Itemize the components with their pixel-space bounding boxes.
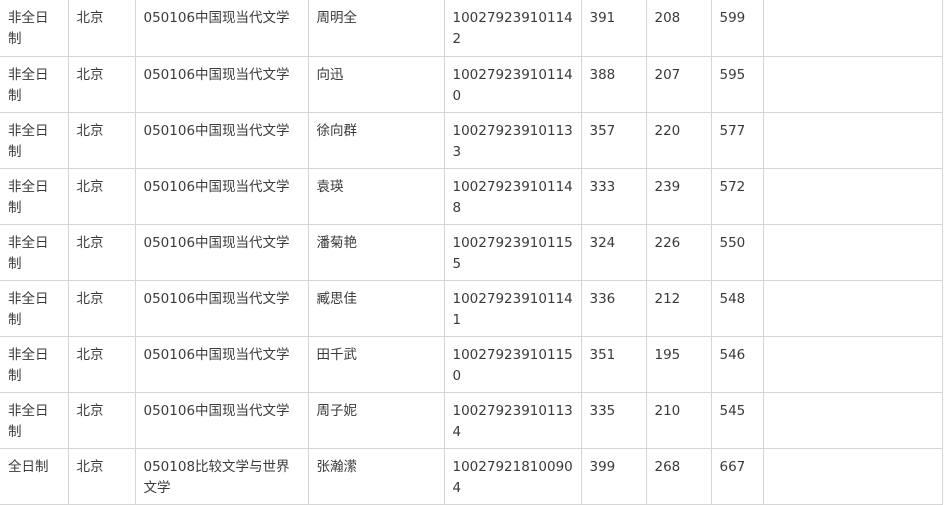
cell-name: 张瀚潆 (307, 447, 445, 505)
cell-note (762, 0, 943, 57)
cell-name: 徐向群 (307, 111, 445, 169)
cell-name: 潘菊艳 (307, 223, 445, 281)
cell-name: 向迅 (307, 55, 445, 113)
cell-note (762, 167, 943, 225)
cell-total-score: 577 (710, 111, 764, 169)
cell-major: 050106中国现当代文学 (134, 391, 309, 449)
cell-exam-id: 100279239101148 (443, 167, 582, 225)
cell-study-mode: 全日制 (0, 447, 69, 505)
cell-total-score: 572 (710, 167, 764, 225)
cell-location: 北京 (67, 391, 136, 449)
cell-exam-id: 100279239101141 (443, 279, 582, 337)
cell-exam-id: 100279239101140 (443, 55, 582, 113)
cell-exam-id: 100279239101133 (443, 111, 582, 169)
table-row: 非全日制 北京 050106中国现当代文学 臧思佳 100279239101141 336… (0, 279, 943, 337)
cell-exam-id: 100279239101134 (443, 391, 582, 449)
cell-location: 北京 (67, 55, 136, 113)
cell-score-b: 268 (645, 447, 712, 505)
cell-exam-id: 100279239101155 (443, 223, 582, 281)
cell-total-score: 595 (710, 55, 764, 113)
cell-score-a: 357 (580, 111, 647, 169)
cell-location: 北京 (67, 279, 136, 337)
cell-score-b: 207 (645, 55, 712, 113)
cell-major: 050108比较文学与世界文学 (134, 447, 309, 505)
cell-score-a: 333 (580, 167, 647, 225)
cell-study-mode: 非全日制 (0, 279, 69, 337)
cell-score-a: 335 (580, 391, 647, 449)
cell-location: 北京 (67, 111, 136, 169)
cell-score-a: 324 (580, 223, 647, 281)
cell-total-score: 546 (710, 335, 764, 393)
cell-score-a: 336 (580, 279, 647, 337)
cell-note (762, 447, 943, 505)
table-row: 非全日制 北京 050106中国现当代文学 潘菊艳 100279239101155 324… (0, 223, 943, 281)
cell-score-b: 220 (645, 111, 712, 169)
cell-score-b: 239 (645, 167, 712, 225)
table-row: 非全日制 北京 050106中国现当代文学 周子妮 100279239101134 335… (0, 391, 943, 449)
cell-score-a: 391 (580, 0, 647, 57)
cell-score-a: 351 (580, 335, 647, 393)
cell-total-score: 599 (710, 0, 764, 57)
cell-exam-id: 100279218100904 (443, 447, 582, 505)
cell-note (762, 111, 943, 169)
cell-study-mode: 非全日制 (0, 111, 69, 169)
cell-major: 050106中国现当代文学 (134, 55, 309, 113)
cell-total-score: 545 (710, 391, 764, 449)
cell-major: 050106中国现当代文学 (134, 111, 309, 169)
cell-name: 周子妮 (307, 391, 445, 449)
cell-score-b: 226 (645, 223, 712, 281)
cell-location: 北京 (67, 0, 136, 57)
cell-score-b: 208 (645, 0, 712, 57)
cell-name: 臧思佳 (307, 279, 445, 337)
cell-major: 050106中国现当代文学 (134, 279, 309, 337)
cell-major: 050106中国现当代文学 (134, 167, 309, 225)
table-row: 非全日制 北京 050106中国现当代文学 徐向群 100279239101133 357… (0, 111, 943, 169)
cell-study-mode: 非全日制 (0, 391, 69, 449)
cell-score-b: 195 (645, 335, 712, 393)
cell-note (762, 55, 943, 113)
cell-note (762, 279, 943, 337)
cell-note (762, 391, 943, 449)
cell-study-mode: 非全日制 (0, 335, 69, 393)
cell-note (762, 223, 943, 281)
cell-major: 050106中国现当代文学 (134, 223, 309, 281)
cell-score-a: 388 (580, 55, 647, 113)
table-row: 非全日制 北京 050106中国现当代文学 田千武 100279239101150 351… (0, 335, 943, 393)
cell-location: 北京 (67, 167, 136, 225)
cell-score-a: 399 (580, 447, 647, 505)
cell-location: 北京 (67, 335, 136, 393)
cell-study-mode: 非全日制 (0, 223, 69, 281)
cell-note (762, 335, 943, 393)
cell-major: 050106中国现当代文学 (134, 335, 309, 393)
cell-name: 袁瑛 (307, 167, 445, 225)
table-row: 非全日制 北京 050106中国现当代文学 周明全 100279239101142 391… (0, 0, 943, 57)
cell-study-mode: 非全日制 (0, 55, 69, 113)
cell-location: 北京 (67, 223, 136, 281)
cell-name: 田千武 (307, 335, 445, 393)
cell-score-b: 210 (645, 391, 712, 449)
cell-score-b: 212 (645, 279, 712, 337)
cell-study-mode: 非全日制 (0, 0, 69, 57)
cell-major: 050106中国现当代文学 (134, 0, 309, 57)
cell-exam-id: 100279239101142 (443, 0, 582, 57)
cell-exam-id: 100279239101150 (443, 335, 582, 393)
cell-name: 周明全 (307, 0, 445, 57)
cell-total-score: 548 (710, 279, 764, 337)
cell-study-mode: 非全日制 (0, 167, 69, 225)
cell-location: 北京 (67, 447, 136, 505)
cell-total-score: 550 (710, 223, 764, 281)
table-row: 全日制 北京 050108比较文学与世界文学 张瀚潆 100279218100904 39… (0, 447, 943, 505)
table-row: 非全日制 北京 050106中国现当代文学 向迅 100279239101140 388 2… (0, 55, 943, 113)
table-row: 非全日制 北京 050106中国现当代文学 袁瑛 100279239101148 333 2… (0, 167, 943, 225)
cell-total-score: 667 (710, 447, 764, 505)
